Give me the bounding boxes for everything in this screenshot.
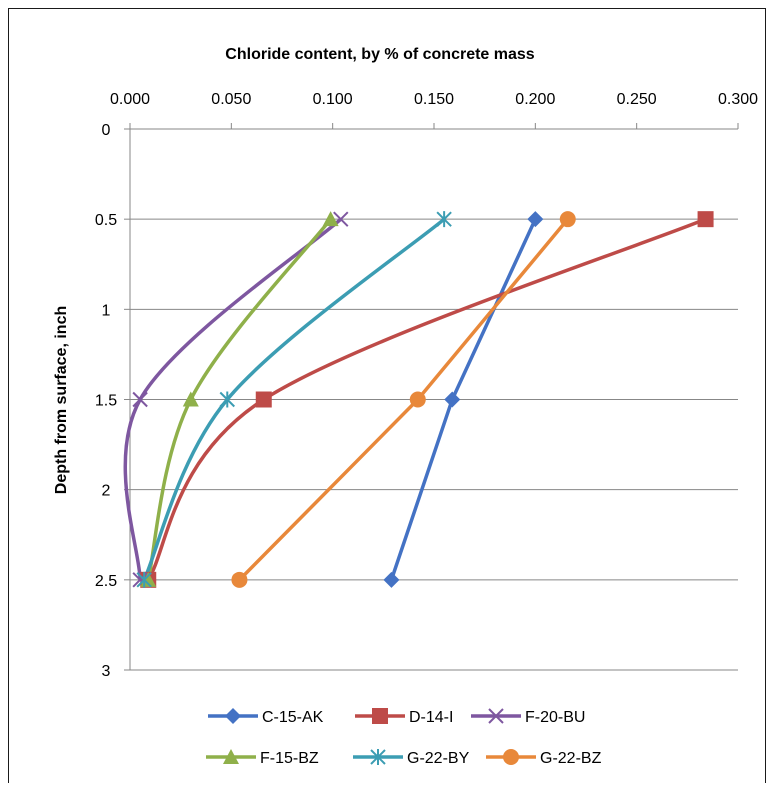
y-tick-label-1: 0.5 <box>95 212 117 229</box>
series-line-f-20-bu <box>123 217 342 580</box>
point-c-15-ak-2-shape <box>383 571 400 588</box>
point-d-14-i-0-shape <box>697 211 714 228</box>
y-tick-label-6: 3 <box>102 663 111 680</box>
legend-marker-g-22-bz-shape <box>503 749 519 765</box>
point-g-22-by-1 <box>219 391 235 408</box>
x-tick-label-5: 0.250 <box>617 91 657 108</box>
legend-marker-f-20-bu <box>488 708 504 724</box>
point-f-15-bz-0 <box>322 211 339 227</box>
legend-label-f-20-bu: F-20-BU <box>525 709 585 726</box>
point-c-15-ak-1 <box>444 391 461 408</box>
point-d-14-i-1-shape <box>255 391 272 408</box>
legend-label-d-14-i: D-14-I <box>409 709 453 726</box>
point-f-20-bu-1-shape <box>132 391 148 408</box>
y-tick-label-5: 2.5 <box>95 573 117 590</box>
x-tick-label-2: 0.100 <box>313 91 353 108</box>
point-g-22-by-2 <box>136 571 152 588</box>
legend-label-f-15-bz: F-15-BZ <box>260 750 319 767</box>
point-g-22-bz-1-shape <box>409 391 426 408</box>
point-d-14-i-1 <box>255 391 272 408</box>
legend-marker-g-22-by-shape <box>370 749 386 765</box>
legend-marker-d-14-i <box>372 708 388 724</box>
point-g-22-bz-2 <box>231 571 248 588</box>
series-markers <box>132 211 714 588</box>
point-g-22-by-0 <box>436 211 452 228</box>
legend-label-g-22-bz: G-22-BZ <box>540 750 602 767</box>
x-tick-label-3: 0.150 <box>414 91 454 108</box>
legend-marker-f-20-bu-shape <box>488 708 504 724</box>
x-tick-label-6: 0.300 <box>718 91 758 108</box>
axes: 0 0.5 1 1.5 2 2.5 3 0.000 0.050 0.100 0.150 0.200 0.… <box>95 91 758 680</box>
legend-marker-d-14-i-shape <box>372 708 388 724</box>
y-tick-label-2: 1 <box>102 302 111 319</box>
point-g-22-bz-0 <box>559 211 576 228</box>
legend: C-15-AK D-14-I F-20-BU F-15-BZ G-22-BY G-22-B… <box>206 708 602 767</box>
legend-marker-c-15-ak <box>225 708 241 724</box>
legend-label-g-22-by: G-22-BY <box>407 750 470 767</box>
point-f-15-bz-1-shape <box>182 391 199 407</box>
point-c-15-ak-2 <box>383 571 400 588</box>
legend-label-c-15-ak: C-15-AK <box>262 709 324 726</box>
legend-marker-f-15-bz-shape <box>223 749 239 764</box>
legend-marker-f-15-bz <box>223 749 239 764</box>
point-g-22-by-1-shape <box>219 391 235 408</box>
point-f-20-bu-1 <box>132 391 148 408</box>
point-f-15-bz-0-shape <box>322 211 339 227</box>
point-g-22-by-2-shape <box>136 571 152 588</box>
point-g-22-bz-1 <box>409 391 426 408</box>
point-c-15-ak-0 <box>527 211 544 228</box>
y-tick-label-0: 0 <box>102 122 111 139</box>
point-g-22-bz-2-shape <box>231 571 248 588</box>
series-line-d-14-i <box>146 217 707 581</box>
gridlines <box>130 218 738 671</box>
y-tick-label-4: 2 <box>102 483 111 500</box>
point-c-15-ak-0-shape <box>527 211 544 228</box>
legend-marker-g-22-by <box>370 749 386 765</box>
legend-marker-c-15-ak-shape <box>225 708 241 724</box>
x-tick-label-4: 0.200 <box>515 91 555 108</box>
point-g-22-by-0-shape <box>436 211 452 228</box>
x-tick-label-0: 0.000 <box>110 91 150 108</box>
point-d-14-i-0 <box>697 211 714 228</box>
y-tick-label-3: 1.5 <box>95 393 117 410</box>
legend-marker-g-22-bz <box>503 749 519 765</box>
x-tick-label-1: 0.050 <box>211 91 251 108</box>
chart-frame <box>8 8 766 783</box>
point-g-22-bz-0-shape <box>559 211 576 228</box>
y-axis-title: Depth from surface, inch <box>53 306 70 494</box>
x-axis-title: Chloride content, by % of concrete mass <box>225 46 535 63</box>
point-f-15-bz-1 <box>182 391 199 407</box>
point-c-15-ak-1-shape <box>444 391 461 408</box>
